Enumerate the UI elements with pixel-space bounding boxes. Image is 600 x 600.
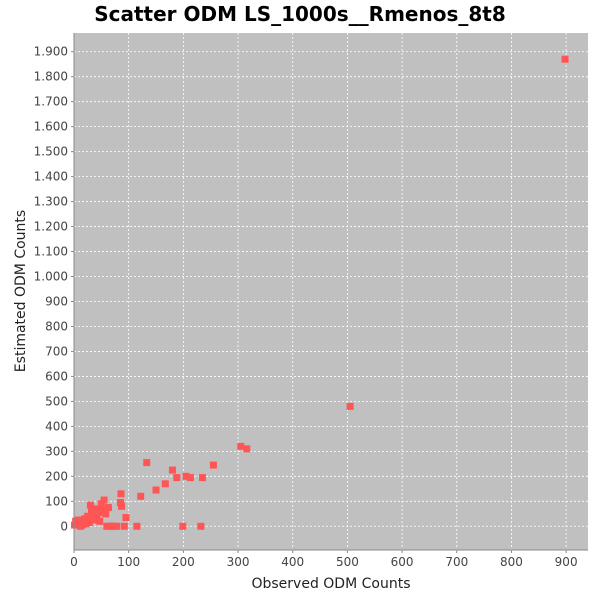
y-tick-label: 400 xyxy=(45,419,68,433)
data-point xyxy=(93,514,101,522)
data-point xyxy=(143,459,151,467)
data-point xyxy=(104,504,112,512)
data-point xyxy=(78,521,86,529)
y-axis-title: Estimated ODM Counts xyxy=(13,210,29,372)
plot-area xyxy=(74,33,588,550)
y-tick-label: 1.300 xyxy=(34,195,68,209)
x-tick-label: 300 xyxy=(227,555,250,569)
data-point xyxy=(346,402,354,410)
y-tick-label: 1.900 xyxy=(34,45,68,59)
y-tick-label: 1.700 xyxy=(34,95,68,109)
y-tick-label: 700 xyxy=(45,344,68,358)
data-point xyxy=(95,509,103,517)
x-tick-label: 700 xyxy=(445,555,468,569)
data-point xyxy=(182,472,190,480)
data-point xyxy=(86,501,94,509)
data-point xyxy=(168,466,176,474)
data-point xyxy=(243,445,251,453)
tick-labels: 0 100 200 300 400 500 600 700 800 900 0 100 200 300 40… xyxy=(34,45,578,569)
y-tick-label: 100 xyxy=(45,494,68,508)
data-point xyxy=(118,502,126,510)
data-point xyxy=(561,55,569,63)
y-tick-label: 1.100 xyxy=(34,245,68,259)
data-point xyxy=(173,474,181,482)
y-tick-label: 200 xyxy=(45,469,68,483)
data-points xyxy=(71,55,569,530)
data-point xyxy=(133,522,141,530)
data-point xyxy=(89,511,97,519)
data-point xyxy=(161,480,169,488)
x-axis-title: Observed ODM Counts xyxy=(251,576,410,592)
y-tick-label: 1.800 xyxy=(34,70,68,84)
data-point xyxy=(98,506,106,514)
y-tick-label: 500 xyxy=(45,394,68,408)
y-tick-label: 800 xyxy=(45,319,68,333)
data-point xyxy=(97,500,105,508)
y-tick-label: 1.000 xyxy=(34,270,68,284)
data-point xyxy=(113,522,121,530)
data-point xyxy=(209,461,217,469)
data-point xyxy=(179,522,187,530)
chart-title: Scatter ODM LS_1000s__Rmenos_8t8 xyxy=(94,2,506,26)
x-tick-label: 600 xyxy=(391,555,414,569)
data-point xyxy=(120,522,128,530)
y-tick-label: 1.400 xyxy=(34,170,68,184)
y-tick-label: 300 xyxy=(45,444,68,458)
data-point xyxy=(102,510,110,518)
data-point xyxy=(137,492,145,500)
data-point xyxy=(85,519,93,527)
data-point xyxy=(96,517,104,525)
y-tick-label: 0 xyxy=(60,519,68,533)
grid-lines xyxy=(73,33,588,550)
data-point xyxy=(100,496,108,504)
data-point xyxy=(117,490,125,498)
y-tick-label: 1.200 xyxy=(34,220,68,234)
data-point xyxy=(116,499,124,507)
data-point xyxy=(186,474,194,482)
data-point xyxy=(199,474,206,482)
y-tick-label: 1.600 xyxy=(34,120,68,134)
data-point xyxy=(237,442,245,450)
y-tick-label: 900 xyxy=(45,294,68,308)
y-tick-label: 1.500 xyxy=(34,145,68,159)
x-tick-label: 100 xyxy=(117,555,140,569)
x-tick-label: 900 xyxy=(555,555,578,569)
x-tick-label: 200 xyxy=(172,555,195,569)
x-tick-label: 400 xyxy=(281,555,304,569)
data-point xyxy=(122,514,130,522)
data-point xyxy=(92,505,100,513)
axes xyxy=(71,33,588,553)
data-point xyxy=(84,512,92,520)
data-point xyxy=(152,486,160,494)
data-point xyxy=(87,507,95,515)
x-tick-label: 500 xyxy=(336,555,359,569)
data-point xyxy=(197,522,205,530)
x-tick-label: 0 xyxy=(70,555,78,569)
y-tick-label: 600 xyxy=(45,369,68,383)
x-tick-label: 800 xyxy=(500,555,523,569)
